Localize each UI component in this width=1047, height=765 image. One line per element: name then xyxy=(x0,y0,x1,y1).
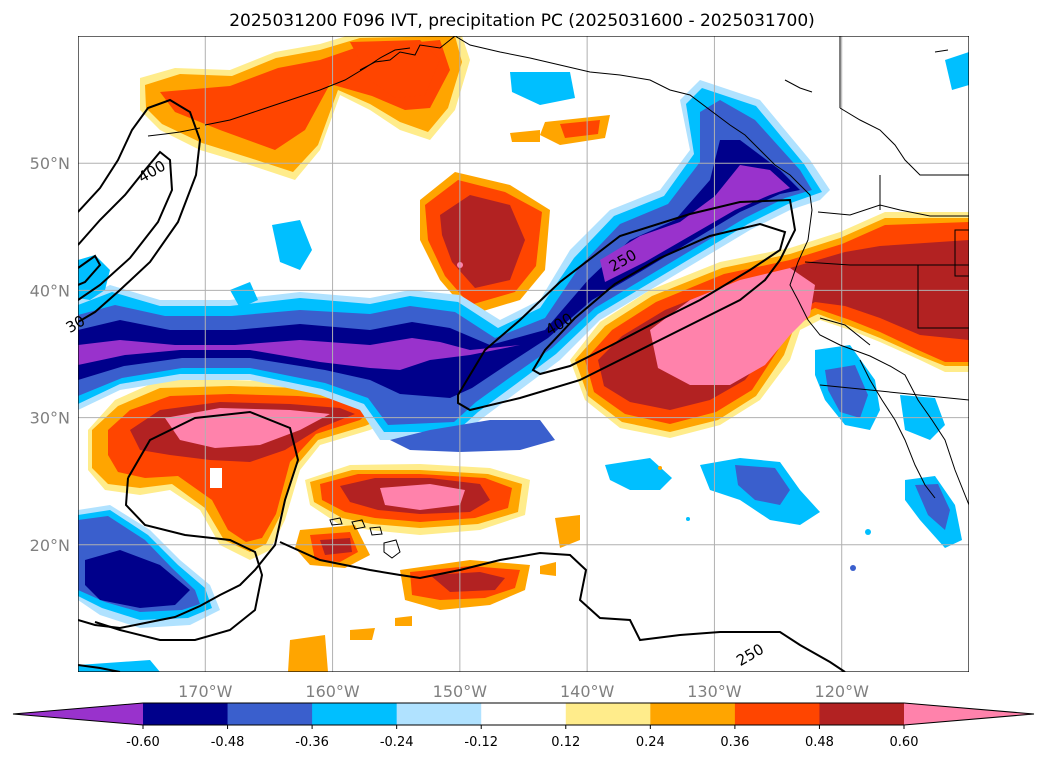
colorbar-bin xyxy=(650,703,736,725)
colorbar-bin xyxy=(396,703,482,725)
colorbar-extend-min xyxy=(13,703,143,725)
colorbar-tick-label: -0.24 xyxy=(380,735,414,750)
map-area xyxy=(78,36,969,672)
hawaii-islands xyxy=(329,517,401,559)
colorbar-tick-label: 0.48 xyxy=(805,735,834,750)
colorbar-bin xyxy=(312,703,398,725)
colorbar-tick-label: -0.12 xyxy=(464,735,498,750)
colorbar-bin xyxy=(734,703,820,725)
colorbar-bin xyxy=(227,703,313,725)
colorbar-tick-label: -0.48 xyxy=(211,735,245,750)
x-axis-ticks: 170°W 160°W 150°W 140°W 130°W 120°W xyxy=(178,682,869,701)
y-tick-label: 20°N xyxy=(30,536,70,555)
y-tick-label: 50°N xyxy=(30,154,70,173)
colorbar-tick-label: 0.60 xyxy=(890,735,919,750)
y-tick-label: 40°N xyxy=(30,281,70,300)
colorbar-tick-label: -0.60 xyxy=(126,735,160,750)
colorbar-tick-label: -0.36 xyxy=(295,735,329,750)
x-tick-label: 130°W xyxy=(687,682,742,701)
colorbar-bin xyxy=(565,703,651,725)
ivt-contours xyxy=(78,98,846,672)
colorbar-bin xyxy=(143,703,229,725)
colorbar-tick-label: 0.36 xyxy=(720,735,749,750)
positive-anomalies xyxy=(88,36,969,672)
colorbar-tick-label: 0.12 xyxy=(551,735,580,750)
colorbar: -0.60 -0.48 -0.36 -0.24 -0.12 0.12 0.24 0.36 0.4… xyxy=(12,702,1035,750)
y-tick-label: 30°N xyxy=(30,409,70,428)
x-tick-label: 160°W xyxy=(305,682,360,701)
x-tick-label: 170°W xyxy=(178,682,233,701)
x-tick-label: 140°W xyxy=(560,682,615,701)
x-tick-label: 150°W xyxy=(433,682,488,701)
x-tick-label: 120°W xyxy=(815,682,870,701)
coastlines xyxy=(147,36,969,506)
chart-title: 2025031200 F096 IVT, precipitation PC (2… xyxy=(229,11,815,31)
colorbar-bin xyxy=(819,703,905,725)
colorbar-bin xyxy=(481,703,567,725)
y-axis-ticks: 50°N 40°N 30°N 20°N xyxy=(30,154,70,555)
colorbar-extend-max xyxy=(904,703,1034,725)
colorbar-tick-label: 0.24 xyxy=(636,735,665,750)
gridlines xyxy=(78,36,969,672)
